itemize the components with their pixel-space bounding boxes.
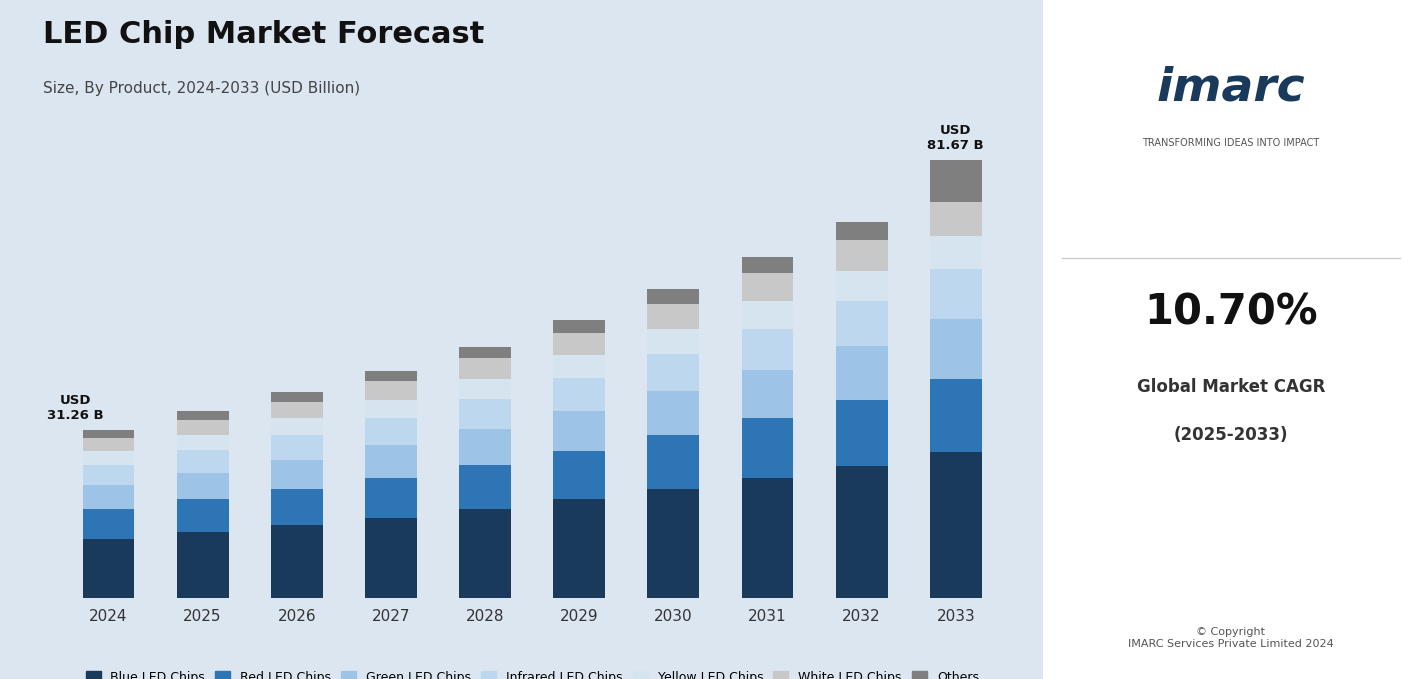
Bar [929,236,982,270]
Bar [177,420,228,435]
Bar [929,452,982,598]
Bar [647,289,700,304]
Bar [929,379,982,452]
Bar [82,485,135,509]
Bar [82,464,135,485]
Bar [365,445,417,478]
Bar [647,354,700,391]
Text: USD
81.67 B: USD 81.67 B [928,124,985,151]
Bar [836,240,887,270]
Bar [836,301,887,346]
Bar [647,435,700,490]
Bar [742,369,793,418]
Bar [460,347,511,359]
Bar [742,478,793,598]
Bar [742,418,793,478]
Bar [742,329,793,369]
Bar [365,517,417,598]
Bar [460,465,511,509]
Bar [742,257,793,273]
Text: Global Market CAGR: Global Market CAGR [1137,378,1325,396]
Bar [82,451,135,464]
Bar [82,438,135,451]
Bar [177,435,228,450]
Bar [647,490,700,598]
Bar [177,532,228,598]
Text: 10.70%: 10.70% [1144,291,1318,333]
Bar [460,509,511,598]
Bar [271,460,322,490]
Bar [836,223,887,240]
Bar [82,430,135,438]
Bar [553,378,604,411]
Text: LED Chip Market Forecast: LED Chip Market Forecast [43,20,484,50]
Bar [177,500,228,532]
Bar [460,429,511,465]
Bar [929,319,982,379]
Bar [365,418,417,445]
Bar [553,320,604,333]
Bar [460,379,511,399]
Bar [929,270,982,319]
Bar [460,399,511,429]
Bar [177,411,228,420]
Text: (2025-2033): (2025-2033) [1174,426,1288,443]
Bar [553,500,604,598]
Text: Size, By Product, 2024-2033 (USD Billion): Size, By Product, 2024-2033 (USD Billion… [43,81,359,96]
Bar [836,270,887,301]
Bar [82,538,135,598]
Bar [271,392,322,402]
Bar [553,411,604,451]
Bar [271,435,322,460]
Bar [836,400,887,466]
Bar [365,382,417,400]
Bar [647,329,700,354]
Bar [929,160,982,202]
Bar [271,490,322,525]
Bar [177,450,228,473]
Bar [365,371,417,382]
Bar [365,400,417,418]
Bar [742,273,793,301]
Bar [553,451,604,500]
Bar [271,525,322,598]
Bar [836,466,887,598]
Legend: Blue LED Chips, Red LED Chips, Green LED Chips, Infrared LED Chips, Yellow LED C: Blue LED Chips, Red LED Chips, Green LED… [79,665,985,679]
Text: imarc: imarc [1156,66,1305,111]
Bar [929,202,982,236]
Bar [177,473,228,500]
Bar [647,304,700,329]
Text: © Copyright
IMARC Services Private Limited 2024: © Copyright IMARC Services Private Limit… [1128,627,1334,649]
Text: USD
31.26 B: USD 31.26 B [47,394,104,422]
Bar [460,359,511,379]
Bar [553,355,604,378]
Text: TRANSFORMING IDEAS INTO IMPACT: TRANSFORMING IDEAS INTO IMPACT [1142,138,1320,147]
Bar [647,391,700,435]
Bar [82,509,135,538]
Bar [365,478,417,517]
Bar [836,346,887,400]
Bar [271,418,322,435]
Bar [742,301,793,329]
Bar [271,402,322,418]
Bar [553,333,604,355]
